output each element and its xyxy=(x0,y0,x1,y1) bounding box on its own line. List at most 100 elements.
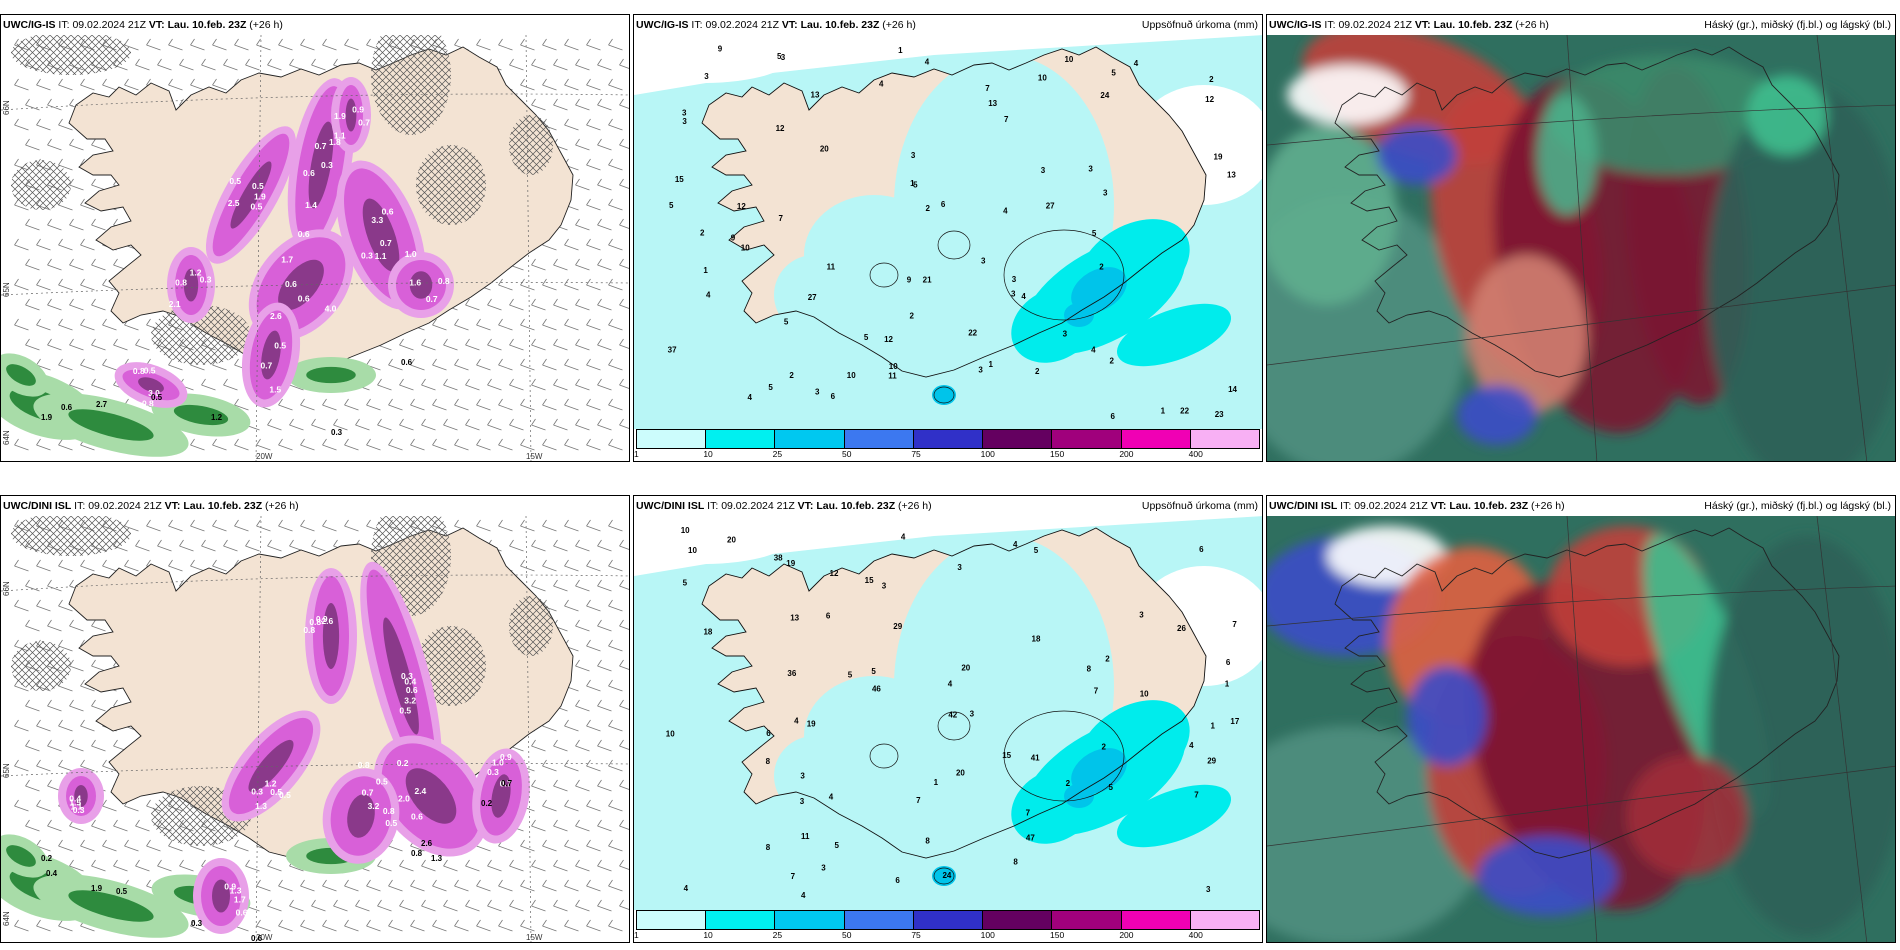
precip-band-core xyxy=(405,768,457,824)
panel-header: UWC/DINI ISL IT: 09.02.2024 21Z VT: Lau.… xyxy=(1,496,629,516)
precip-band-core xyxy=(409,271,433,299)
accum-value: 23 xyxy=(1215,410,1224,419)
glacier-outlines xyxy=(869,710,1125,885)
rain-areas xyxy=(1,353,376,457)
precip-value: 0.7 xyxy=(500,779,512,789)
it-value: 09.02.2024 21Z xyxy=(72,19,146,31)
vt-label: VT: xyxy=(1414,19,1431,31)
accum-value: 29 xyxy=(1207,757,1216,766)
accum-value: 15 xyxy=(1002,751,1011,760)
accum-value: 1 xyxy=(898,46,903,55)
cloud-layer xyxy=(1267,125,1397,305)
accum-value: 10 xyxy=(847,371,856,380)
accum-value: 5 xyxy=(848,671,853,680)
longitude-label: 15W xyxy=(526,933,543,942)
precip-band-core xyxy=(362,198,400,272)
it-value: 09.02.2024 21Z xyxy=(705,19,779,31)
accum-value: 15 xyxy=(865,576,874,585)
lead-time: (+26 h) xyxy=(1515,19,1549,31)
colorbar-swatch xyxy=(1052,430,1122,448)
precip-band-core xyxy=(230,161,272,229)
precip-value: 0.6 xyxy=(401,358,413,367)
cloud-cover-map xyxy=(1267,516,1895,942)
accum-value: 19 xyxy=(786,559,795,568)
precip-value: 0.7 xyxy=(362,788,374,798)
accum-value: 3 xyxy=(1063,330,1068,339)
colorbar: 1 10 25 50 75 100 150 200 400 xyxy=(634,910,1262,942)
accum-value: 2 xyxy=(1110,356,1115,365)
it-label: IT: xyxy=(707,500,719,512)
precip-value: 0.7 xyxy=(315,141,327,151)
precip-value: 0.8 xyxy=(142,399,154,409)
precip-band-core xyxy=(308,121,334,209)
graticule xyxy=(1,35,629,461)
accum-value: 13 xyxy=(811,90,820,99)
cloud-layer xyxy=(1477,836,1617,916)
accum-value: 38 xyxy=(774,553,783,562)
accum-value: 7 xyxy=(1194,790,1199,799)
accum-value: 6 xyxy=(1110,412,1115,421)
precip-band-core xyxy=(345,98,357,132)
glacier-outlines xyxy=(869,229,1125,404)
panel-header: UWC/IG-IS IT: 09.02.2024 21Z VT: Lau. 10… xyxy=(1,15,629,35)
vt-label: VT: xyxy=(797,500,814,512)
accum-value: 4 xyxy=(1091,346,1096,355)
panel-title: Uppsöfnuð úrkoma (mm) xyxy=(1141,19,1258,31)
rain-area-core xyxy=(173,404,229,426)
precip-value: 0.5 xyxy=(270,787,282,797)
accum-value: 5 xyxy=(777,52,782,61)
precip-value: 0.8 xyxy=(175,277,187,287)
precip-value: 0.8 xyxy=(383,806,395,816)
accum-value: 8 xyxy=(766,843,771,852)
precip-value: 2.6 xyxy=(321,616,333,626)
accum-value: 3 xyxy=(1012,275,1017,284)
precip-value: 0.9 xyxy=(316,614,328,624)
precip-value: 0.6 xyxy=(406,685,418,695)
colorbar-swatch xyxy=(1190,911,1259,929)
latitude-label: 65N xyxy=(2,763,11,778)
accum-value: 4 xyxy=(706,290,711,299)
accum-value: 5 xyxy=(669,201,674,210)
accum-value: 4 xyxy=(801,891,806,900)
precip-value: 1.3 xyxy=(230,886,242,896)
precip-value: 1.2 xyxy=(190,268,202,278)
precip-value: 1.4 xyxy=(305,200,317,210)
accum-value: 6 xyxy=(895,876,900,885)
longitude-label: 20W xyxy=(256,452,273,461)
colorbar-tick: 400 xyxy=(1188,449,1203,459)
accum-value: 6 xyxy=(941,200,946,209)
accum-value: 5 xyxy=(1109,783,1114,792)
colorbar-swatch xyxy=(913,911,984,929)
precip-value: 0.3 xyxy=(331,428,343,437)
colorbar-tick: 75 xyxy=(911,449,921,459)
accum-value: 19 xyxy=(807,719,816,728)
accum-value: 3 xyxy=(957,563,962,572)
accum-value: 27 xyxy=(1046,202,1055,211)
accum-value: 13 xyxy=(790,614,799,623)
precip-value: 0.5 xyxy=(399,706,411,716)
colorbar-tick: 50 xyxy=(842,930,852,940)
panel-dini-clouds: UWC/DINI ISL IT: 09.02.2024 21Z VT: Lau.… xyxy=(1266,495,1896,943)
lead-time: (+26 h) xyxy=(265,500,299,512)
precip-value: 1.2 xyxy=(265,779,277,789)
precip-value: 0.2 xyxy=(41,854,53,863)
vt-label: VT: xyxy=(781,19,798,31)
colorbar-swatch xyxy=(1190,430,1259,448)
accum-value: 12 xyxy=(1205,95,1214,104)
it-value: 09.02.2024 21Z xyxy=(88,500,162,512)
precip-area-core xyxy=(1064,303,1094,327)
accum-value: 42 xyxy=(948,711,957,720)
accum-value: 1 xyxy=(934,778,939,787)
accum-value: 6 xyxy=(1226,658,1231,667)
accum-value: 12 xyxy=(737,202,746,211)
it-label: IT: xyxy=(74,500,86,512)
precip-value: 1.5 xyxy=(269,385,281,395)
accum-value: 4 xyxy=(901,532,906,541)
colorbar-tick: 75 xyxy=(911,930,921,940)
accum-value: 7 xyxy=(916,796,921,805)
accum-value: 17 xyxy=(1230,717,1239,726)
precip-value: 2.4 xyxy=(414,786,426,796)
accum-value: 11 xyxy=(888,372,897,381)
accum-value: 3 xyxy=(682,108,687,117)
precip-value: 2.6 xyxy=(421,839,433,848)
